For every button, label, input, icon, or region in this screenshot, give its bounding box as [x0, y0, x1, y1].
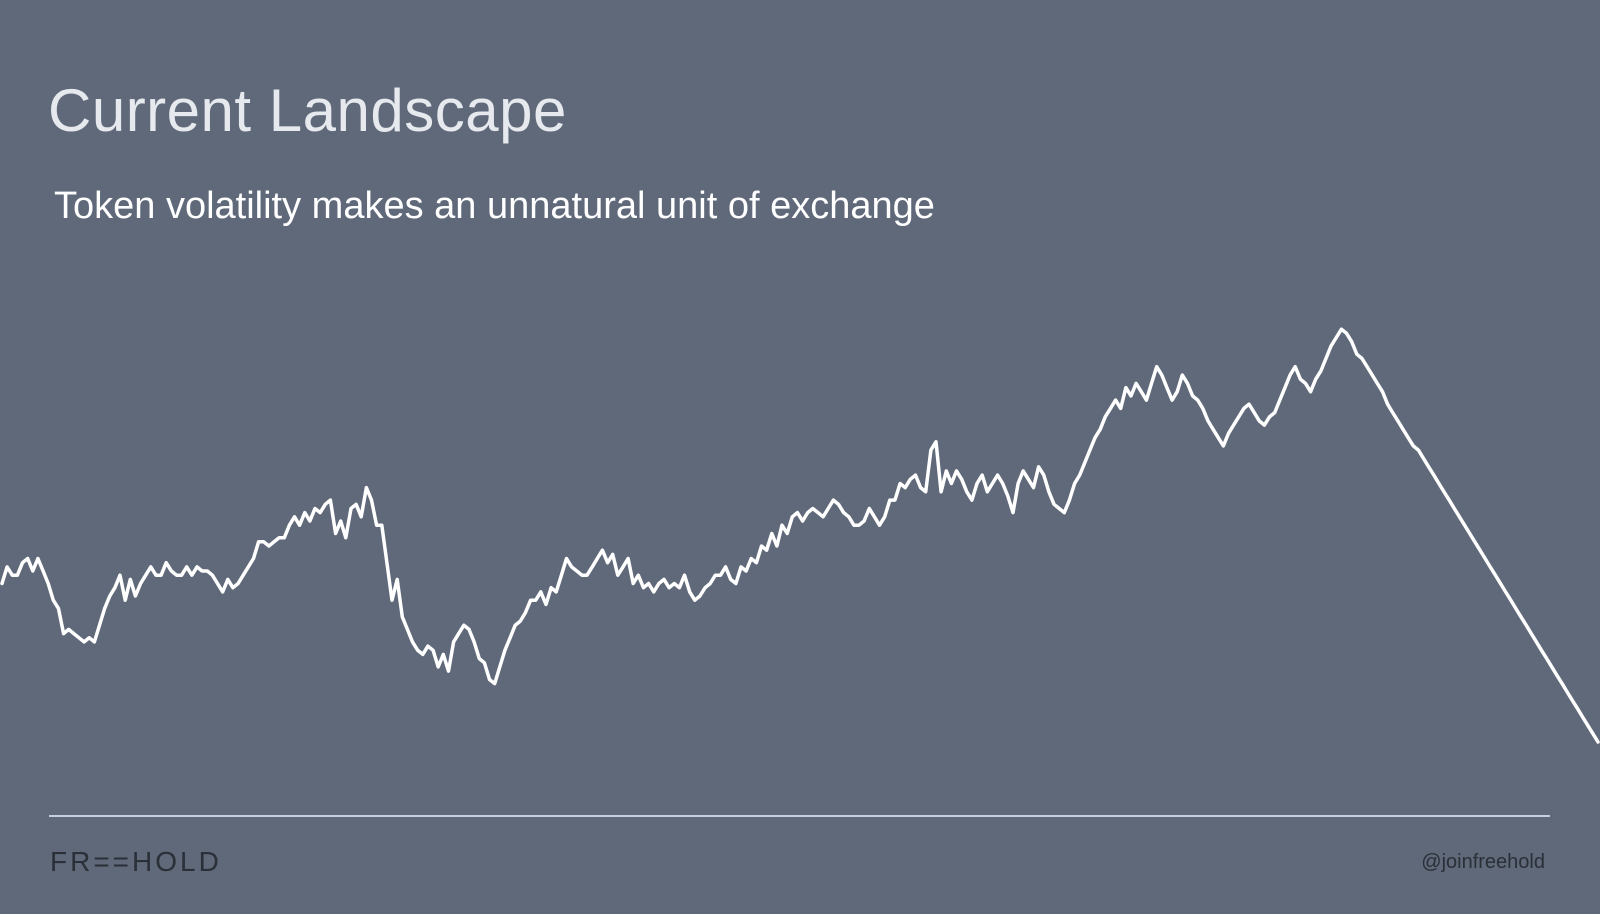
social-handle: @joinfreehold — [1421, 851, 1545, 873]
slide-title: Current Landscape — [48, 77, 567, 144]
freehold-logo: FR==HOLD — [50, 846, 222, 877]
slide-subtitle: Token volatility makes an unnatural unit… — [54, 185, 935, 227]
series-line — [0, 327, 1600, 744]
footer-divider — [49, 815, 1550, 817]
